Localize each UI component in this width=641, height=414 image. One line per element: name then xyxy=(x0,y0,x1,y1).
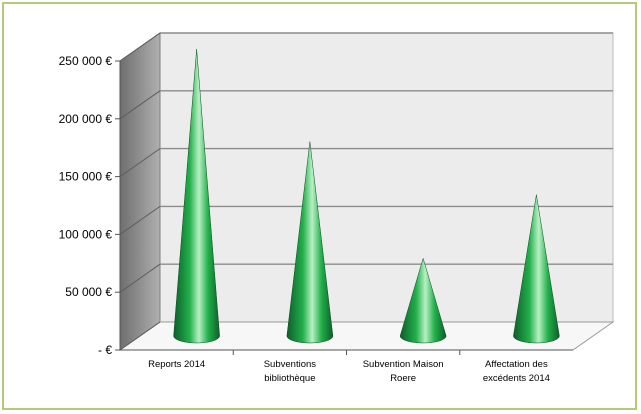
x-tick-label: Roere xyxy=(390,373,416,384)
y-tick-label: 50 000 € xyxy=(65,285,112,299)
cone-bar xyxy=(286,141,334,344)
cone-body xyxy=(399,257,447,344)
cone-bar xyxy=(173,49,220,344)
y-tick-label: 200 000 € xyxy=(59,112,113,126)
gridline-side xyxy=(119,321,161,351)
y-axis: - € 50 000 € 100 000 € 150 000 € 200 000 € 25… xyxy=(59,54,121,357)
x-tick-label: Affectation des xyxy=(485,359,548,370)
x-axis: Reports 2014 Subventions bibliothèque Subve… xyxy=(120,349,573,384)
x-tick-label: Subvention Maison xyxy=(363,359,444,370)
gridline-side xyxy=(119,205,161,235)
gridline-side xyxy=(119,263,161,293)
cone-body xyxy=(286,141,334,344)
cone-bar xyxy=(399,257,447,344)
y-tick-label: 150 000 € xyxy=(59,170,113,184)
x-tick-label: excédents 2014 xyxy=(483,373,550,384)
x-tick-label: Reports 2014 xyxy=(148,359,205,370)
y-tick-label: 100 000 € xyxy=(59,227,113,241)
y-tick-label: - € xyxy=(98,343,112,357)
gridlines xyxy=(119,32,613,351)
gridline-side xyxy=(119,148,161,178)
y-tick-label: 250 000 € xyxy=(59,54,113,68)
gridline-side xyxy=(119,32,161,62)
cone-body xyxy=(173,49,220,344)
side-wall xyxy=(119,32,161,351)
cone-body xyxy=(513,194,560,344)
x-tick-label: Subventions xyxy=(264,359,317,370)
gridline-side xyxy=(119,90,161,120)
cone-bar xyxy=(513,194,560,344)
x-tick-label: bibliothèque xyxy=(264,373,315,384)
cone-series xyxy=(173,49,560,344)
